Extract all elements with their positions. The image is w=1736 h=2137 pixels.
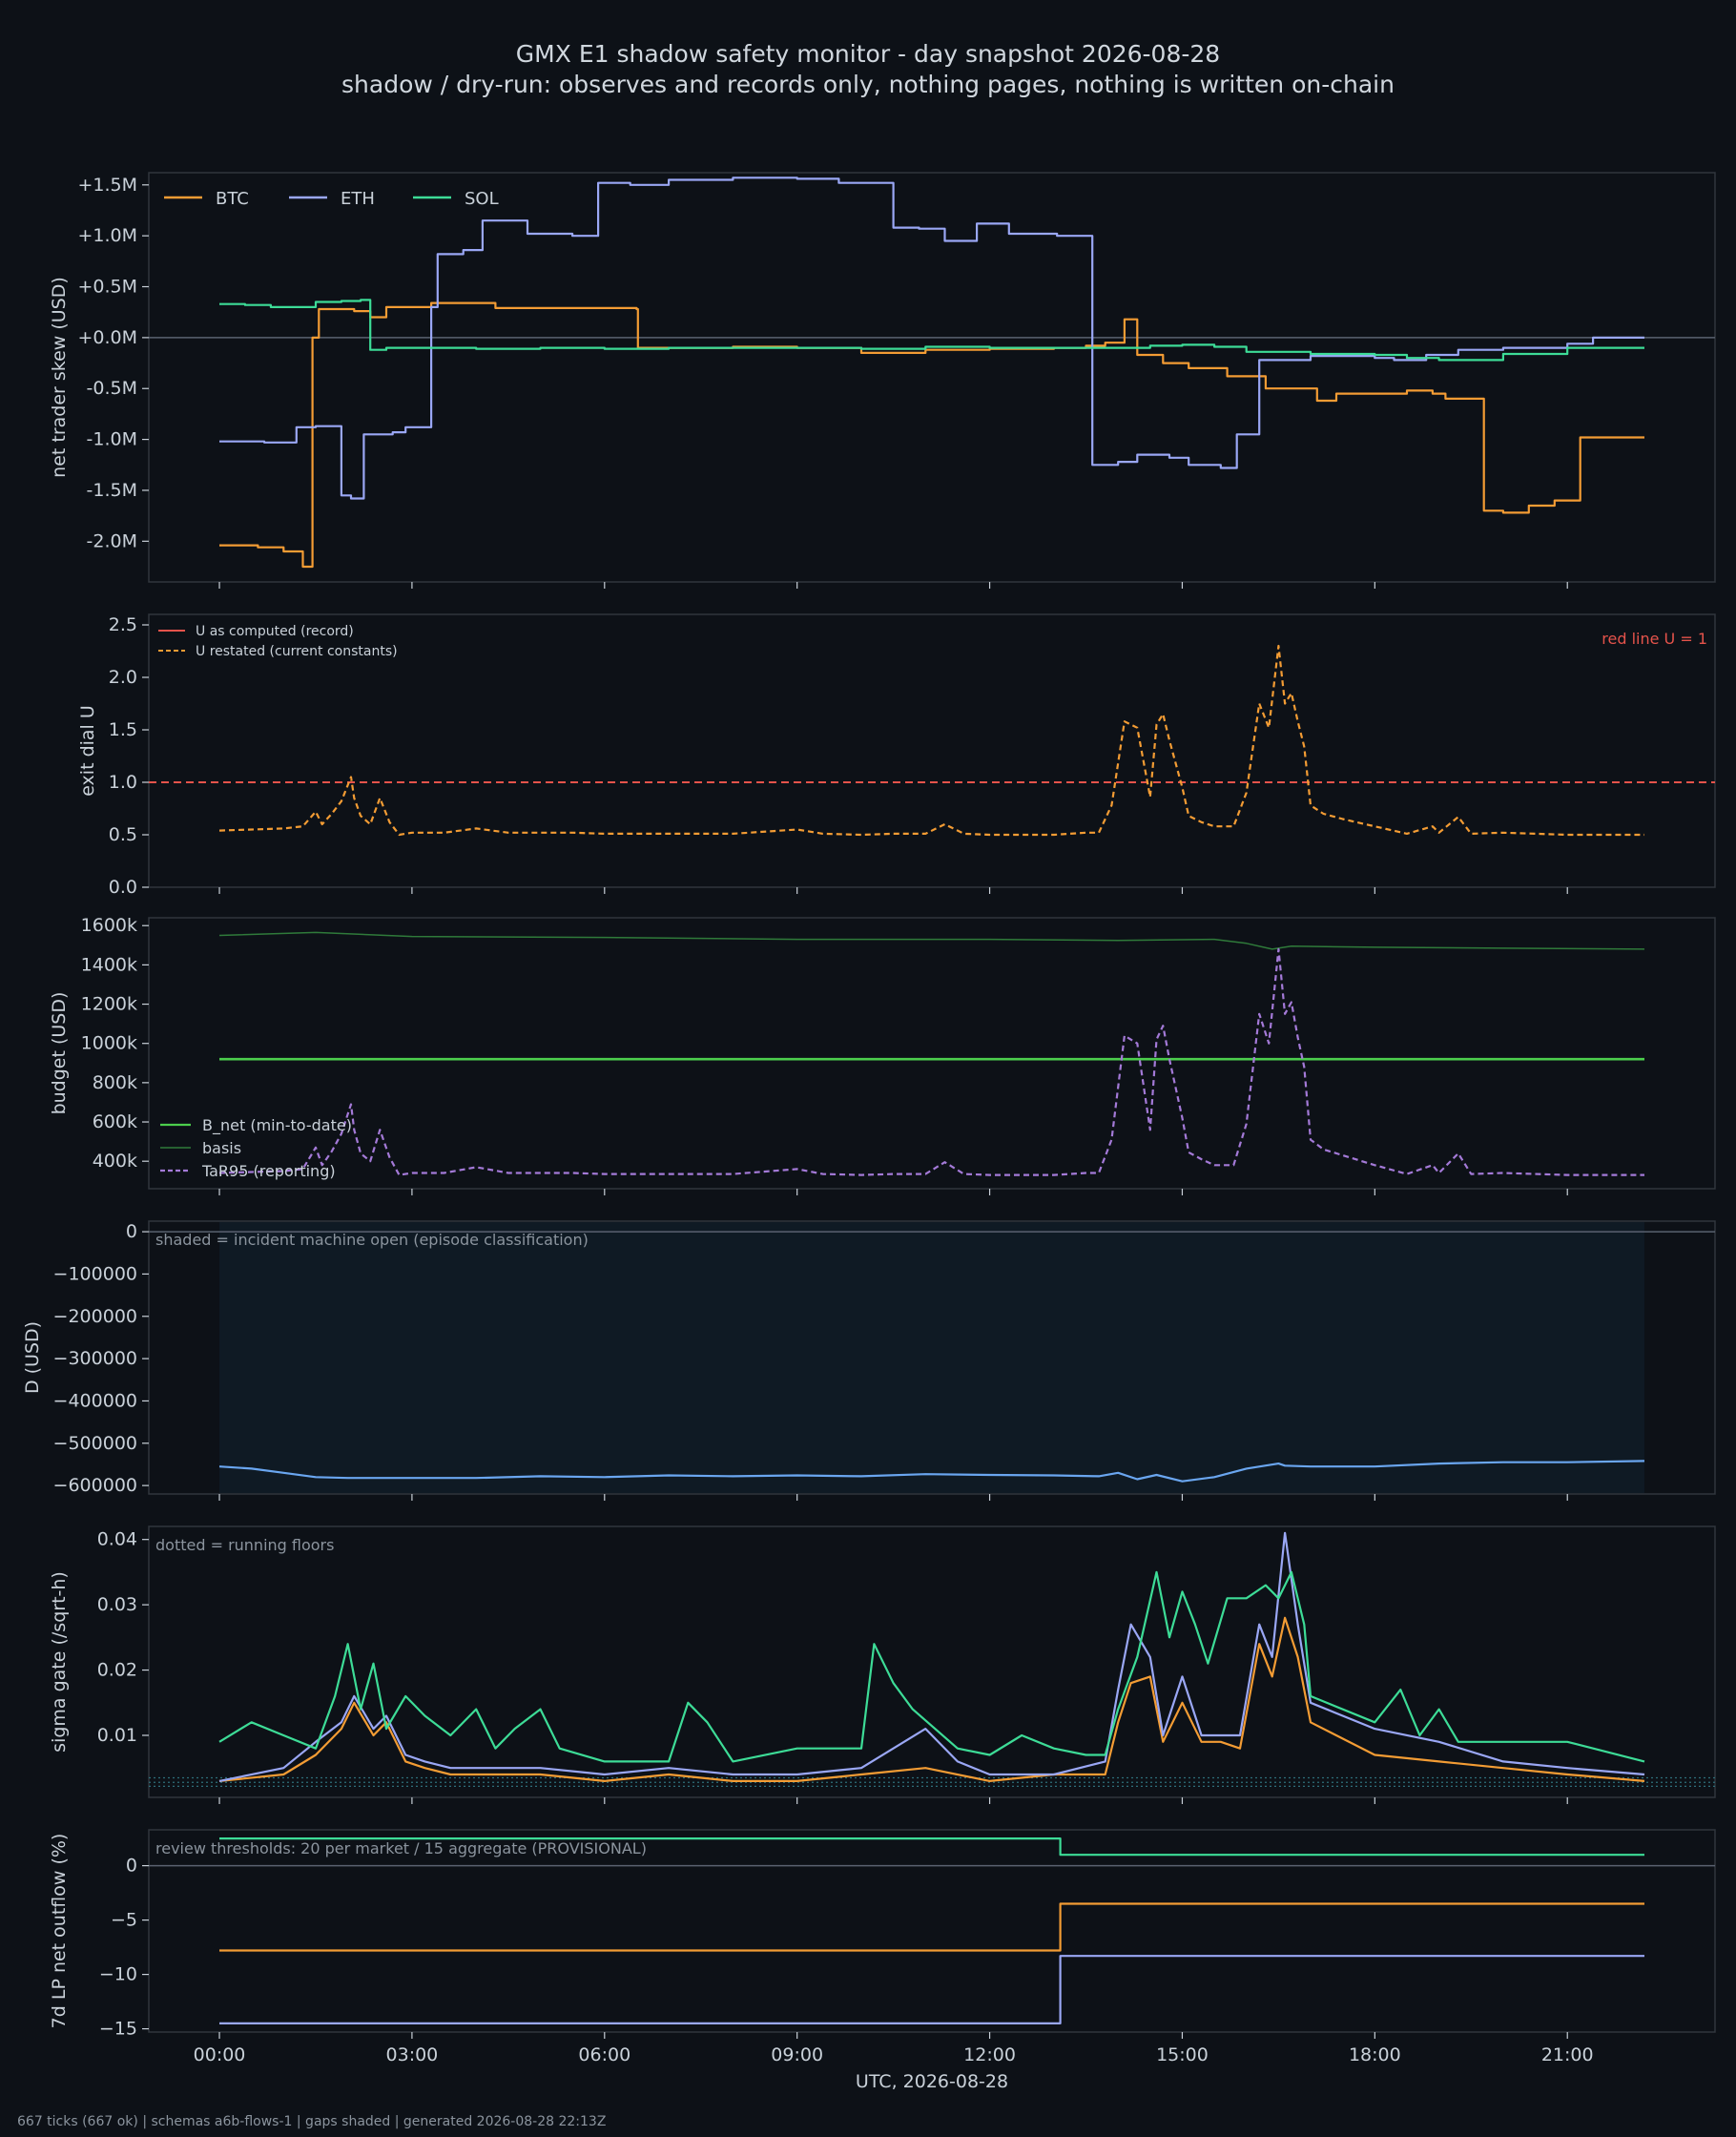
y-tick-label: 2.5 bbox=[109, 614, 137, 635]
y-tick-label: −400000 bbox=[53, 1390, 137, 1411]
legend-label-eth: ETH bbox=[341, 189, 375, 209]
x-tick-label: 03:00 bbox=[386, 2044, 439, 2065]
x-axis-label: UTC, 2026-08-28 bbox=[856, 2071, 1008, 2092]
legend-label: TaR95 (reporting) bbox=[201, 1162, 336, 1180]
y-tick-label: -2.0M bbox=[87, 530, 137, 551]
y-tick-label: 1.5 bbox=[109, 719, 137, 740]
y-tick-label: −300000 bbox=[53, 1348, 137, 1369]
legend-label: U restated (current constants) bbox=[196, 644, 398, 659]
series-line-sol bbox=[219, 1837, 1644, 1857]
y-tick-label: -1.0M bbox=[87, 429, 137, 450]
y-axis-label: D (USD) bbox=[22, 1321, 43, 1394]
x-tick-label: 09:00 bbox=[771, 2044, 823, 2065]
panel-frame bbox=[148, 1829, 1716, 2033]
series-line-d bbox=[218, 1460, 1645, 1483]
legend-label-btc: BTC bbox=[216, 189, 249, 209]
x-tick-label: 18:00 bbox=[1349, 2044, 1401, 2065]
y-tick-label: 1200k bbox=[81, 994, 137, 1015]
panel-outflow bbox=[142, 1829, 1716, 2039]
series-line-u bbox=[218, 644, 1644, 837]
series-line-sol bbox=[218, 1570, 1645, 1763]
legend-label-sol: SOL bbox=[465, 189, 499, 209]
y-tick-label: +1.5M bbox=[77, 175, 137, 196]
y-tick-label: -0.5M bbox=[87, 378, 137, 399]
y-tick-label: 1600k bbox=[81, 915, 137, 936]
y-axis-label: sigma gate (/sqrt-h) bbox=[49, 1571, 70, 1753]
y-tick-label: +0.0M bbox=[77, 327, 137, 348]
x-tick-label: 15:00 bbox=[1156, 2044, 1209, 2065]
y-tick-label: 400k bbox=[93, 1151, 137, 1172]
x-tick-label: 21:00 bbox=[1541, 2044, 1594, 2065]
legend-label: U as computed (record) bbox=[196, 624, 354, 639]
legend-label: B_net (min-to-date) bbox=[202, 1116, 352, 1135]
y-tick-label: -1.5M bbox=[87, 480, 137, 501]
y-tick-label: −200000 bbox=[53, 1306, 137, 1327]
y-tick-label: 0 bbox=[126, 1221, 137, 1242]
y-tick-label: +1.0M bbox=[77, 225, 137, 246]
panel-frame bbox=[148, 172, 1716, 583]
series-line-eth bbox=[218, 1531, 1645, 1782]
panel-skew bbox=[142, 172, 1716, 589]
incident-shade bbox=[219, 1222, 1644, 1493]
panel-D bbox=[142, 1220, 1716, 1501]
threshold-annotation: red line U = 1 bbox=[1602, 630, 1707, 648]
y-tick-label: 1.0 bbox=[109, 772, 137, 793]
y-axis-label: budget (USD) bbox=[49, 992, 70, 1115]
y-tick-label: 0.5 bbox=[109, 824, 137, 845]
panel-frame bbox=[148, 917, 1716, 1190]
panel-annotation: dotted = running floors bbox=[155, 1536, 334, 1554]
y-tick-label: 1400k bbox=[81, 954, 137, 975]
series-line-tar95 bbox=[218, 947, 1644, 1176]
panel-sigma bbox=[142, 1525, 1716, 1804]
y-axis-label: net trader skew (USD) bbox=[49, 277, 70, 478]
x-tick-label: 00:00 bbox=[194, 2044, 246, 2065]
y-tick-label: 0.01 bbox=[97, 1725, 137, 1746]
y-tick-label: +0.5M bbox=[77, 277, 137, 298]
y-tick-label: −10 bbox=[99, 1964, 137, 1985]
panel-dial bbox=[142, 613, 1716, 894]
series-line-sol bbox=[219, 299, 1644, 362]
y-tick-label: −5 bbox=[111, 1910, 137, 1931]
y-axis-label: 7d LP net outflow (%) bbox=[49, 1834, 70, 2029]
y-axis-label: exit dial U bbox=[77, 705, 98, 797]
y-tick-label: 0.02 bbox=[97, 1660, 137, 1681]
y-tick-label: −500000 bbox=[53, 1433, 137, 1454]
y-tick-label: −100000 bbox=[53, 1263, 137, 1284]
series-line-eth bbox=[219, 176, 1644, 500]
y-tick-label: 800k bbox=[93, 1072, 137, 1093]
y-tick-label: −15 bbox=[99, 2019, 137, 2040]
y-tick-label: 0.0 bbox=[109, 877, 137, 898]
panel-frame bbox=[148, 1525, 1716, 1798]
panel-frame bbox=[148, 613, 1716, 888]
legend-label: basis bbox=[202, 1139, 241, 1157]
panel-annotation: review thresholds: 20 per market / 15 ag… bbox=[155, 1839, 647, 1857]
panel-budget bbox=[142, 917, 1716, 1195]
y-tick-label: 2.0 bbox=[109, 667, 137, 688]
x-tick-label: 06:00 bbox=[578, 2044, 630, 2065]
y-tick-label: 1000k bbox=[81, 1033, 137, 1054]
chart-subtitle: shadow / dry-run: observes and records o… bbox=[341, 71, 1395, 98]
y-tick-label: 0.04 bbox=[97, 1529, 137, 1550]
y-tick-label: −600000 bbox=[53, 1475, 137, 1496]
y-tick-label: 600k bbox=[93, 1111, 137, 1132]
y-tick-label: 0 bbox=[126, 1856, 137, 1877]
y-tick-label: 0.03 bbox=[97, 1594, 137, 1615]
x-tick-label: 12:00 bbox=[963, 2044, 1016, 2065]
footer-status: 667 ticks (667 ok) | schemas a6b-flows-1… bbox=[17, 2114, 607, 2129]
series-line-eth bbox=[219, 1955, 1644, 2024]
chart-title: GMX E1 shadow safety monitor - day snaps… bbox=[515, 40, 1221, 68]
panel-annotation: shaded = incident machine open (episode … bbox=[155, 1231, 589, 1249]
series-line-btc bbox=[219, 1902, 1644, 1952]
series-line-basis bbox=[218, 931, 1645, 950]
